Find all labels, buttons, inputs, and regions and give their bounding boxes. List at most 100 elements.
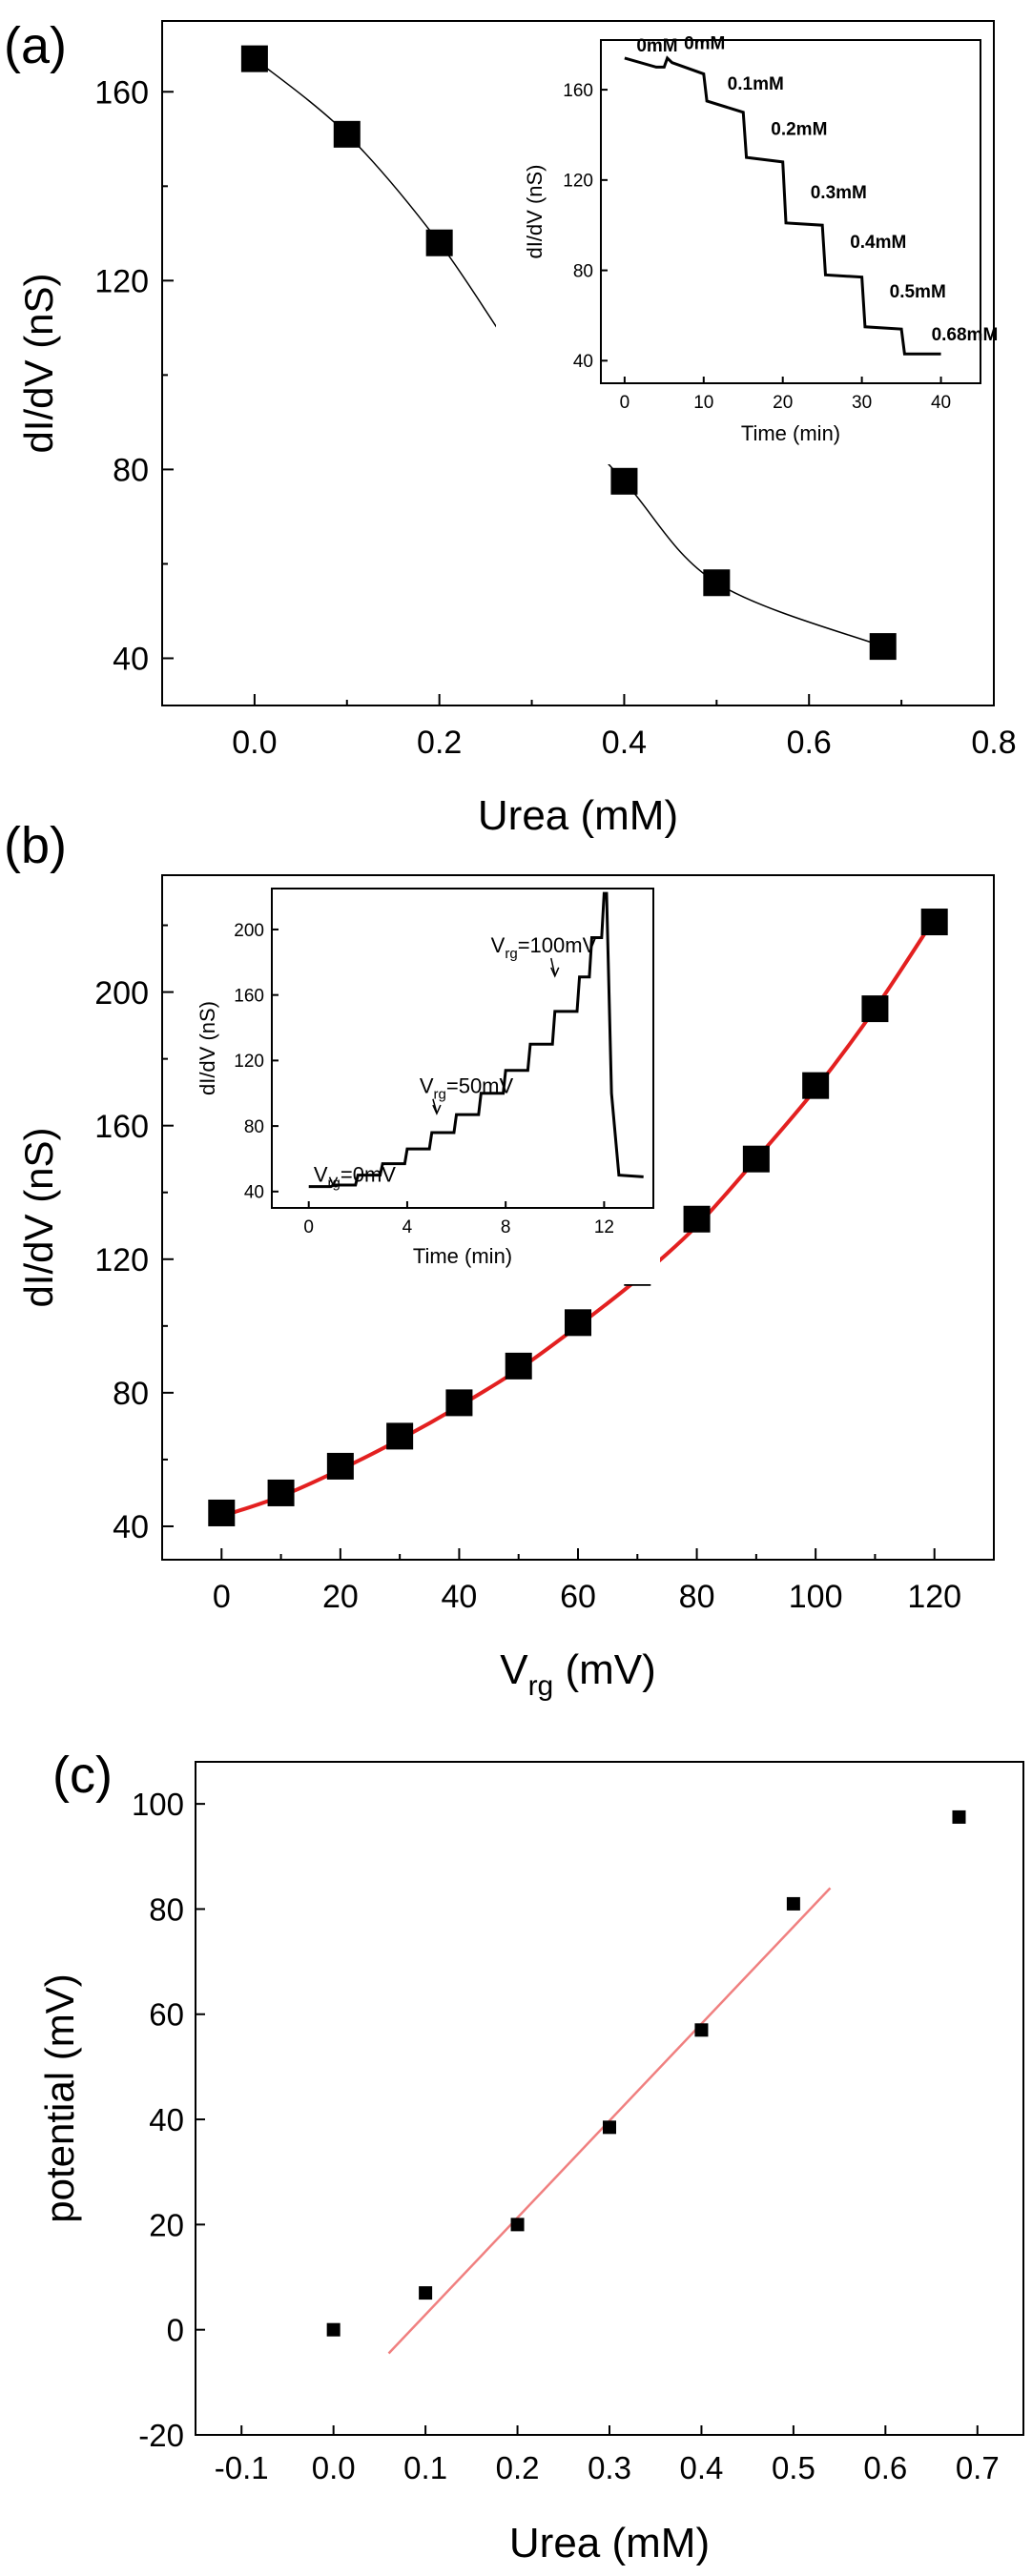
- chart-c-data-point: [419, 2286, 433, 2300]
- chart-b-ylabel: dI/dV (nS): [16, 1127, 61, 1307]
- inset-b-ytick-label: 160: [234, 987, 264, 1007]
- inset-b-annotation-arrow: [432, 1098, 438, 1114]
- chart-a-data-point: [703, 569, 731, 597]
- chart-c-ytick-label: 40: [149, 2102, 184, 2137]
- chart-b-data-point: [565, 1309, 591, 1337]
- inset-b-ytick-label: 80: [244, 1117, 264, 1137]
- inset-b-ylabel: dI/dV (nS): [196, 1001, 219, 1095]
- chart-b-data-point: [445, 1389, 473, 1417]
- chart-a-xtick-label: 0.0: [232, 725, 277, 761]
- inset-a-ylabel: dI/dV (nS): [523, 164, 547, 258]
- chart-b-data-point: [326, 1452, 354, 1480]
- chart-b-data-point: [683, 1205, 711, 1233]
- inset-a-annotation: 0.1mM: [728, 74, 784, 94]
- panel-label-a: (a): [4, 17, 67, 74]
- chart-a-xtick-label: 0.8: [971, 725, 1016, 761]
- inset-a-annotation: 0.5mM: [890, 282, 946, 302]
- inset-b-annotation-arrowhead: [328, 1176, 339, 1188]
- inset-a-annotation: 0.3mM: [811, 183, 867, 203]
- chart-c-xtick-label: 0.7: [956, 2450, 1000, 2485]
- chart-c-data-point: [326, 2322, 341, 2337]
- inset-b-frame: [271, 888, 654, 1209]
- chart-b-xtick-label: 0: [213, 1579, 231, 1615]
- chart-c-data-point: [694, 2023, 709, 2037]
- chart-b-ytick-label: 200: [94, 975, 149, 1012]
- inset-a-annotation: 0mM: [684, 33, 725, 53]
- inset-b-xlabel: Time (min): [413, 1244, 512, 1268]
- chart-a-ylabel: dI/dV (nS): [16, 273, 61, 453]
- chart-c-data-point: [603, 2120, 616, 2135]
- inset-b-ytick-label: 200: [234, 921, 264, 941]
- inset-b-xtick-label: 4: [402, 1217, 413, 1237]
- inset-b-ytick-label: 120: [234, 1052, 264, 1072]
- inset-b-ytick-label: 40: [244, 1183, 264, 1203]
- chart-c-xtick-label: 0.6: [863, 2450, 907, 2485]
- chart-b-xtick-label: 100: [789, 1579, 843, 1615]
- chart-a-data-point: [869, 633, 897, 661]
- chart-c-frame: [195, 1761, 1024, 2436]
- chart-c-data-point: [952, 1809, 966, 1824]
- chart-b-data-point: [267, 1479, 295, 1506]
- inset-a-annotation: 0mM: [636, 36, 677, 56]
- chart-b-ytick-label: 40: [113, 1509, 149, 1545]
- chart-c-xtick-label: 0.0: [312, 2450, 356, 2485]
- inset-a-ytick-label: 80: [573, 261, 593, 281]
- chart-b-data-point: [208, 1499, 236, 1526]
- chart-c-data-point: [786, 1896, 800, 1911]
- chart-c-ytick-label: 80: [149, 1891, 184, 1927]
- inset-a-ytick-label: 160: [563, 81, 593, 101]
- chart-b-xtick-label: 20: [322, 1579, 359, 1615]
- inset-a-xtick-label: 40: [931, 393, 951, 413]
- chart-b-data-point: [742, 1145, 770, 1173]
- chart-a-xtick-label: 0.4: [602, 725, 647, 761]
- chart-b-ytick-label: 80: [113, 1376, 149, 1412]
- chart-b-xtick-label: 40: [442, 1579, 478, 1615]
- chart-a-ytick-label: 160: [94, 75, 149, 112]
- chart-a-xtick-label: 0.6: [787, 725, 832, 761]
- chart-c-data-point: [510, 2218, 525, 2232]
- chart-b-data-point: [386, 1422, 414, 1450]
- chart-b-data-point: [505, 1352, 532, 1380]
- inset-b-xtick-label: 12: [594, 1217, 614, 1237]
- chart-b-xtick-label: 80: [679, 1579, 715, 1615]
- chart-c-ylabel: potential (mV): [37, 1973, 82, 2222]
- inset-a-xlabel: Time (min): [741, 421, 840, 445]
- chart-a-data-point: [333, 120, 361, 148]
- chart-a-data-point: [610, 467, 638, 495]
- inset-b-annotation: Vrg=50mV: [420, 1074, 514, 1103]
- chart-b-xtick-label: 120: [907, 1579, 961, 1615]
- chart-a-data-point: [425, 229, 453, 256]
- inset-a-frame: [600, 39, 981, 384]
- inset-a-annotation: 0.68mM: [932, 325, 999, 345]
- chart-b-xlabel: Vrg (mV): [500, 1646, 656, 1702]
- inset-b-annotation-arrowhead: [550, 967, 560, 978]
- inset-a-annotation: 0.4mM: [850, 233, 906, 253]
- chart-c-ytick-label: 100: [132, 1787, 184, 1822]
- chart-a-xtick-label: 0.2: [417, 725, 462, 761]
- chart-a-ytick-label: 80: [113, 453, 149, 489]
- chart-b-ytick-label: 120: [94, 1242, 149, 1278]
- chart-a-data-point: [240, 45, 268, 72]
- chart-c-xlabel: Urea (mM): [509, 2520, 710, 2566]
- chart-a-frame: [161, 20, 995, 706]
- inset-a-annotation: 0.2mM: [771, 119, 827, 139]
- inset-b-annotation-arrow: [550, 957, 556, 975]
- inset-a-xtick-label: 10: [693, 393, 713, 413]
- inset-a-ytick-label: 120: [563, 172, 593, 192]
- chart-c-ytick-label: 0: [167, 2313, 184, 2348]
- chart-c-xtick-label: -0.1: [215, 2450, 269, 2485]
- panel-label-c: (c): [52, 1747, 113, 1804]
- inset-b-annotation-arrowhead: [432, 1104, 442, 1115]
- chart-c-xtick-label: 0.4: [680, 2450, 724, 2485]
- chart-a-xlabel: Urea (mM): [478, 792, 678, 839]
- inset-a-trace: [624, 55, 941, 356]
- chart-c-xtick-label: 0.5: [772, 2450, 815, 2485]
- chart-c-ytick-label: -20: [138, 2418, 184, 2453]
- inset-a-xtick-label: 0: [620, 393, 630, 413]
- chart-c-ytick-label: 60: [149, 1997, 184, 2033]
- chart-c-ytick-label: 20: [149, 2207, 184, 2242]
- chart-a-ytick-label: 120: [94, 264, 149, 300]
- inset-a: 0 10 20 30 40 40 80 120 160 0mM 0mM 0.1mM 0.2mM 0.3m…: [496, 33, 998, 464]
